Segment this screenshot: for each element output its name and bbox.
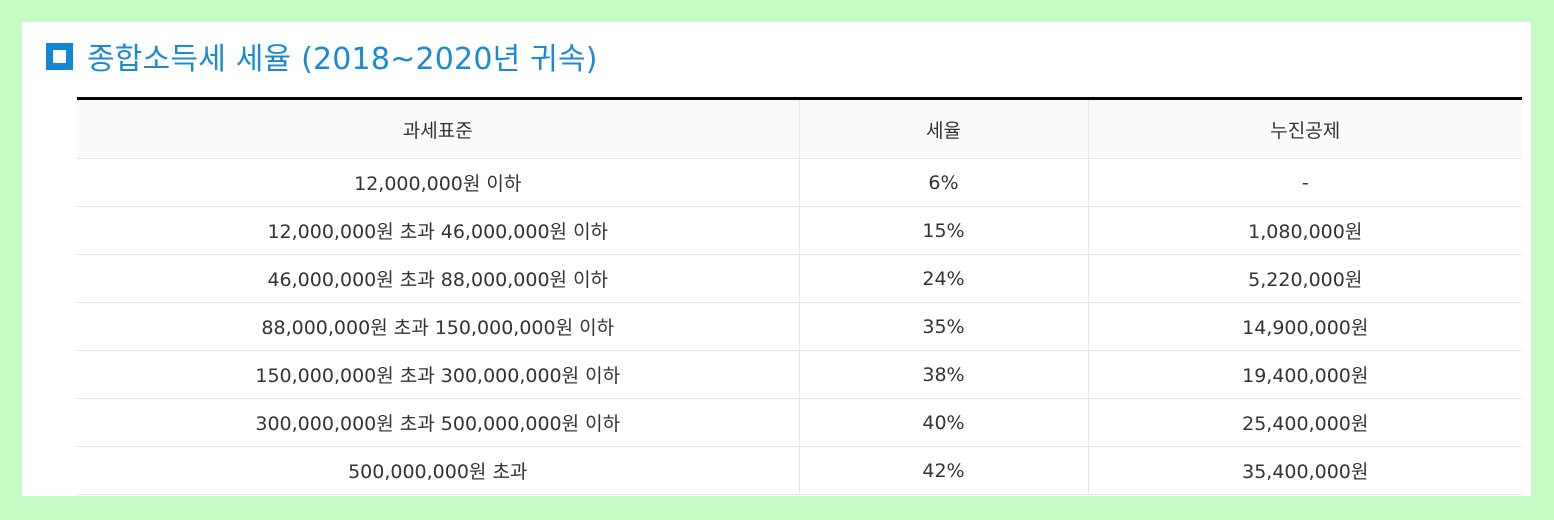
- cell-tax-rate: 40%: [798, 398, 1088, 447]
- table-row: 500,000,000원 초과 42% 35,400,000원: [77, 446, 1522, 495]
- cell-deduction: 25,400,000원: [1087, 398, 1522, 447]
- cell-tax-base: 12,000,000원 이하: [77, 158, 799, 207]
- tax-rate-table: 과세표준 세율 누진공제 12,000,000원 이하 6% - 12,000,…: [77, 97, 1522, 495]
- cell-tax-base: 300,000,000원 초과 500,000,000원 이하: [77, 398, 799, 447]
- cell-tax-base: 500,000,000원 초과: [77, 446, 799, 495]
- table-row: 300,000,000원 초과 500,000,000원 이하 40% 25,4…: [77, 398, 1522, 447]
- cell-tax-base: 12,000,000원 초과 46,000,000원 이하: [77, 206, 799, 255]
- cell-tax-base: 88,000,000원 초과 150,000,000원 이하: [77, 302, 799, 351]
- cell-deduction: 19,400,000원: [1087, 350, 1522, 399]
- header-tax-rate: 세율: [798, 98, 1088, 159]
- cell-tax-base: 150,000,000원 초과 300,000,000원 이하: [77, 350, 799, 399]
- cell-tax-rate: 24%: [798, 254, 1088, 303]
- table-row: 150,000,000원 초과 300,000,000원 이하 38% 19,4…: [77, 350, 1522, 399]
- cell-deduction: 1,080,000원: [1087, 206, 1522, 255]
- cell-tax-rate: 42%: [798, 446, 1088, 495]
- cell-tax-base: 46,000,000원 초과 88,000,000원 이하: [77, 254, 799, 303]
- cell-tax-rate: 38%: [798, 350, 1088, 399]
- cell-tax-rate: 35%: [798, 302, 1088, 351]
- cell-deduction: -: [1087, 158, 1522, 207]
- cell-deduction: 35,400,000원: [1087, 446, 1522, 495]
- square-bullet-icon: [46, 42, 73, 70]
- header-progressive-deduction: 누진공제: [1087, 98, 1522, 159]
- cell-deduction: 5,220,000원: [1087, 254, 1522, 303]
- table-row: 12,000,000원 이하 6% -: [77, 158, 1522, 207]
- page-title: 종합소득세 세율 (2018~2020년 귀속): [87, 42, 598, 77]
- section-heading: 종합소득세 세율 (2018~2020년 귀속): [46, 36, 598, 77]
- header-tax-base: 과세표준: [77, 98, 799, 159]
- table-row: 12,000,000원 초과 46,000,000원 이하 15% 1,080,…: [77, 206, 1522, 255]
- cell-tax-rate: 15%: [798, 206, 1088, 255]
- cell-deduction: 14,900,000원: [1087, 302, 1522, 351]
- table-row: 88,000,000원 초과 150,000,000원 이하 35% 14,90…: [77, 302, 1522, 351]
- cell-tax-rate: 6%: [798, 158, 1088, 207]
- table-row: 46,000,000원 초과 88,000,000원 이하 24% 5,220,…: [77, 254, 1522, 303]
- content-panel: 종합소득세 세율 (2018~2020년 귀속) 과세표준 세율 누진공제 12…: [22, 22, 1531, 496]
- table-header-row: 과세표준 세율 누진공제: [77, 98, 1522, 159]
